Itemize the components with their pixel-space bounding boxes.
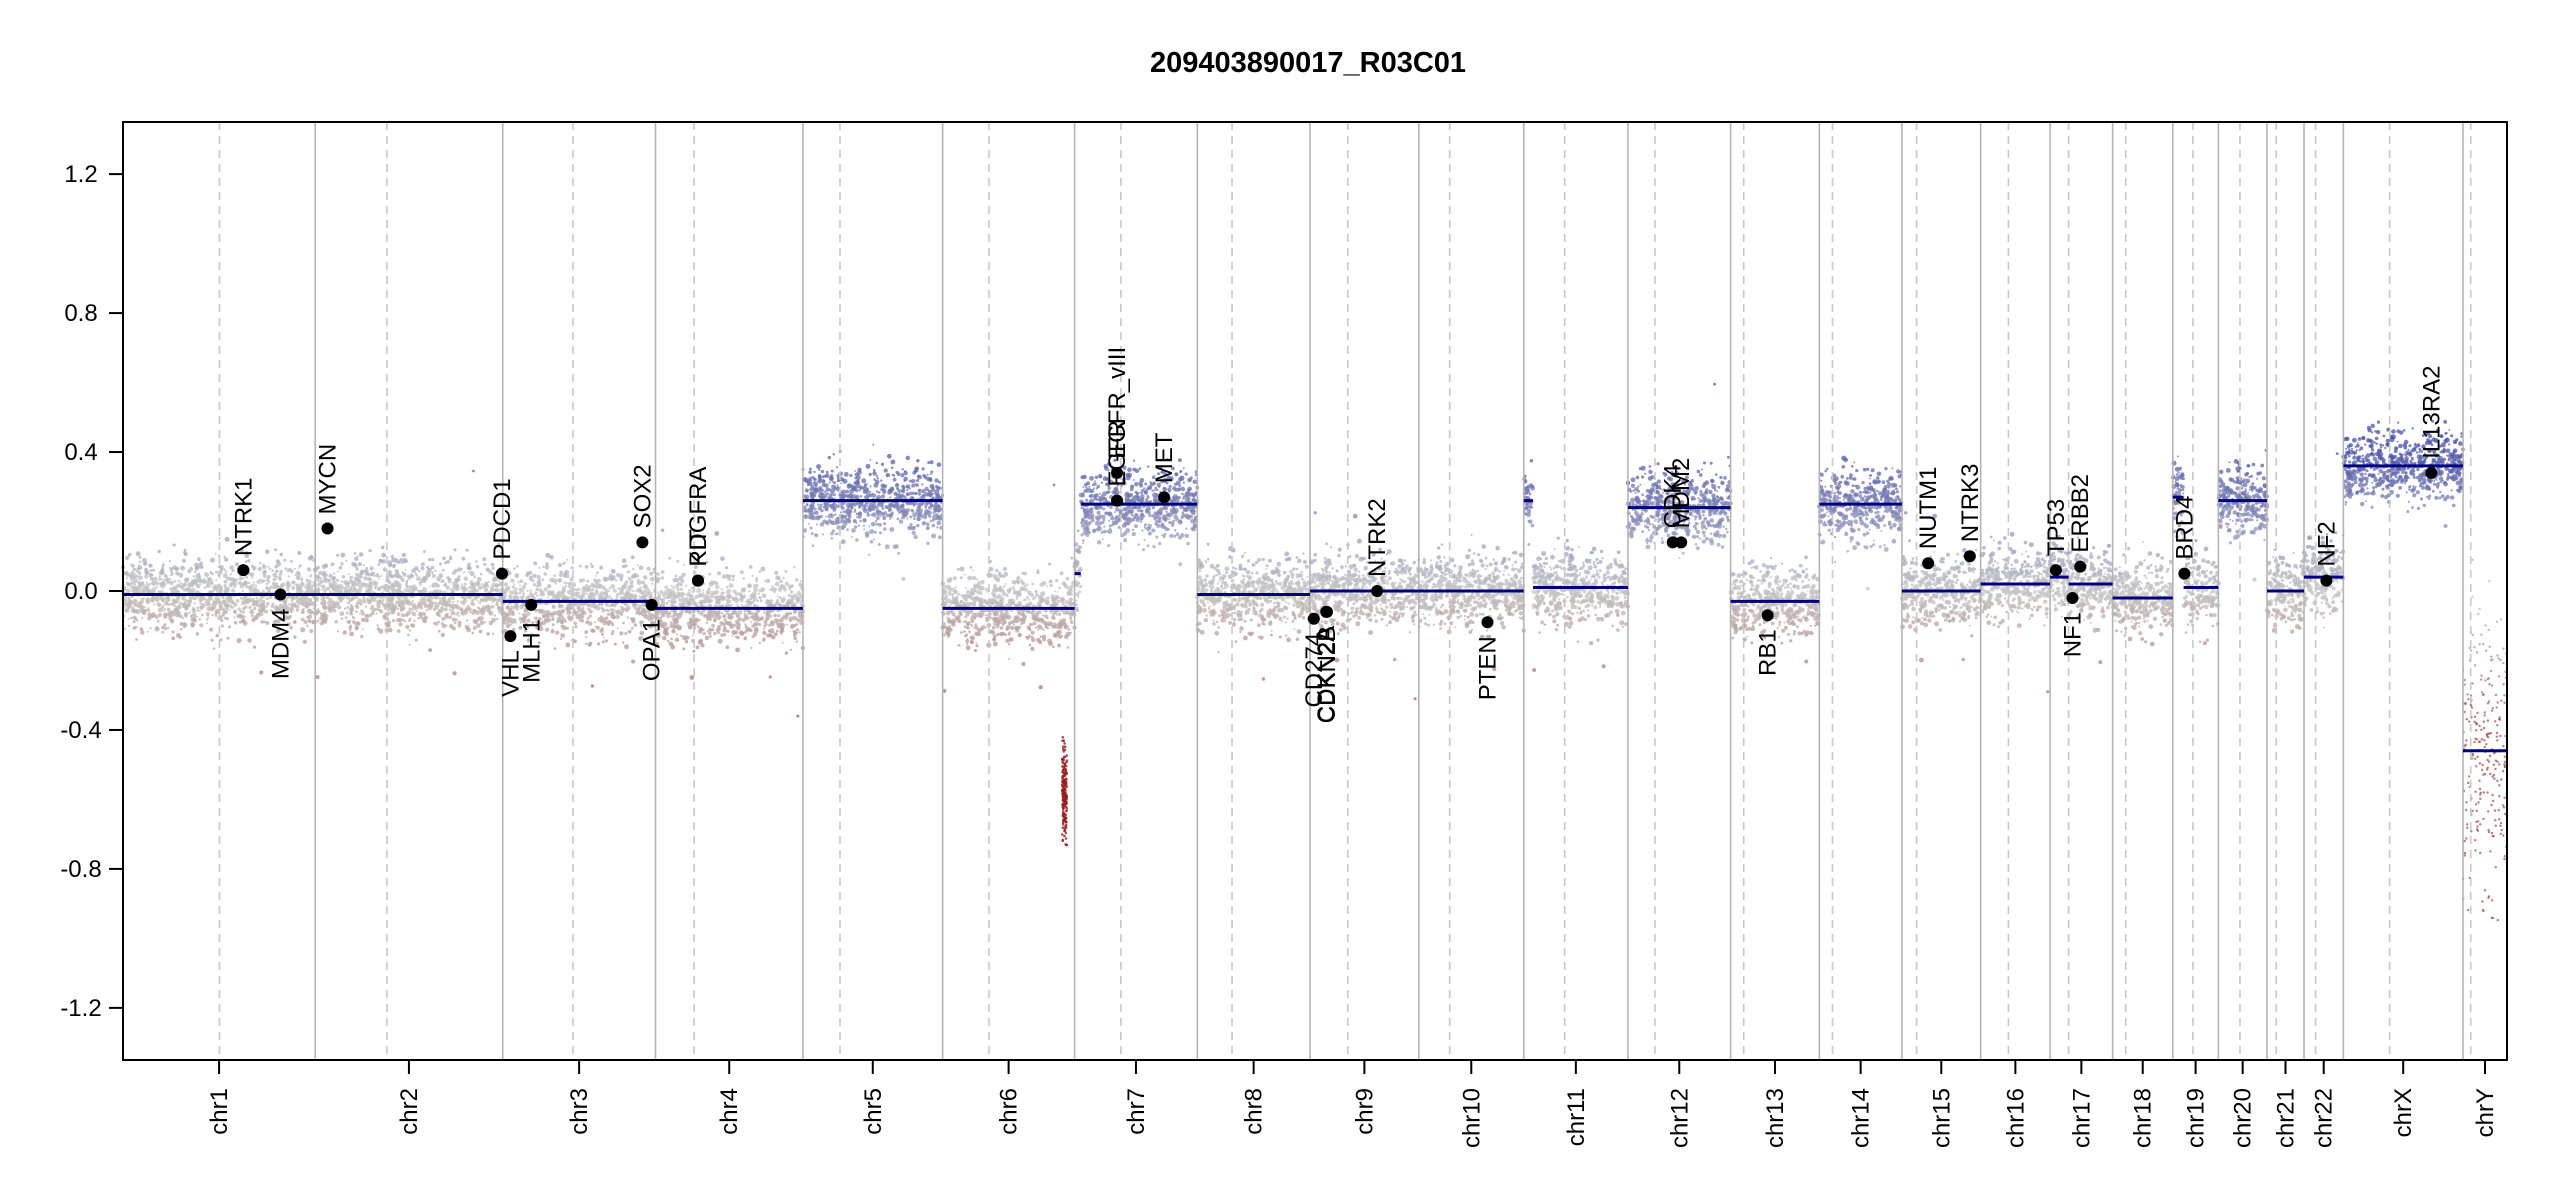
gene-label-NF1: NF1 (2059, 612, 2086, 657)
gene-point-IL13RA2 (2425, 466, 2438, 479)
gene-point-NTRK3 (1963, 550, 1976, 563)
gene-label-NUTM1: NUTM1 (1915, 467, 1942, 550)
gene-label-CDK4: CDK4 (1660, 464, 1687, 528)
chr-label-chr8: chr8 (1241, 1088, 1268, 1135)
chr-label-chr22: chr22 (2311, 1088, 2338, 1148)
gene-point-ERBB2 (2074, 560, 2087, 573)
y-tick-label: 0.4 (64, 439, 97, 466)
chr-label-chr7: chr7 (1123, 1088, 1150, 1135)
gene-label-MDM2: MDM2 (1668, 458, 1695, 529)
gene-label-OPA1: OPA1 (639, 619, 666, 681)
chr-label-chr4: chr4 (716, 1088, 743, 1135)
gene-label-MET: MET (1151, 432, 1178, 483)
gene-point-CDKN2B (1320, 605, 1333, 618)
chr-label-chr1: chr1 (206, 1088, 233, 1135)
gene-point-PTEN (1481, 616, 1494, 629)
chr-label-chr17: chr17 (2068, 1088, 2095, 1148)
gene-label-PTEN: PTEN (1474, 636, 1501, 700)
gene-point-KIT (691, 574, 704, 587)
chr-label-chr12: chr12 (1666, 1088, 1693, 1148)
gene-point-PDCD1 (495, 567, 508, 580)
axes: 1.2 0.8 0.4 0.0 -0.4 -0.8 -1.2 chr1 chr2 chr3 chr4… (60, 161, 2499, 1148)
gene-label-SOX2: SOX2 (629, 464, 656, 528)
gene-point-NTRK1 (237, 564, 250, 577)
gene-point-RB1 (1761, 609, 1774, 622)
gene-point-BRD4 (2178, 567, 2191, 580)
gene-point-SOX2 (636, 536, 649, 549)
gene-point-TP53 (2049, 564, 2062, 577)
chr-label-chr11: chr11 (1563, 1088, 1590, 1146)
gene-label-VHL: VHL (497, 650, 524, 697)
chromosome-boundaries (218, 122, 2472, 1060)
gene-label-NF2: NF2 (2313, 521, 2340, 566)
gene-label-CD274: CD274 (1301, 633, 1328, 708)
y-tick-label: -1.2 (60, 995, 101, 1022)
gene-point-MDM4 (274, 588, 287, 601)
chr-label-chr3: chr3 (566, 1088, 593, 1135)
chr-label-chr9: chr9 (1351, 1088, 1378, 1135)
gene-point-MYCN (321, 522, 334, 535)
gene-label-NTRK3: NTRK3 (1957, 464, 1984, 543)
gene-label-KIT: KIT (685, 529, 712, 567)
chr-label-chr6: chr6 (996, 1088, 1023, 1135)
gene-label-PDCD1: PDCD1 (489, 478, 516, 559)
chr-label-chr21: chr21 (2273, 1088, 2300, 1148)
chr-label-chr10: chr10 (1458, 1088, 1485, 1148)
segment-lines (123, 464, 2507, 753)
chart-title: 209403890017_R03C01 (1150, 47, 1466, 79)
gene-label-MDM4: MDM4 (267, 608, 294, 679)
chr-label-chr5: chr5 (860, 1088, 887, 1135)
gene-point-MLH1 (525, 598, 538, 611)
chr-label-chr14: chr14 (1848, 1088, 1875, 1148)
y-tick-label: -0.8 (60, 856, 101, 883)
y-tick-label: -0.4 (60, 717, 101, 744)
y-tick-label: 0.8 (64, 300, 97, 327)
gene-point-MET (1158, 491, 1171, 504)
gene-label-CDKN2B: CDKN2B (1314, 626, 1341, 723)
gene-point-OPA1 (645, 598, 658, 611)
chr-label-chr18: chr18 (2130, 1088, 2157, 1148)
chr-label-chrX: chrX (2390, 1088, 2417, 1137)
chr-label-chr16: chr16 (2002, 1088, 2029, 1148)
gene-label-IL13RA2: IL13RA2 (2418, 365, 2445, 458)
gene-label-RB1: RB1 (1755, 629, 1782, 676)
plot-frame (122, 121, 2508, 1061)
chr-label-chrY: chrY (2472, 1088, 2499, 1137)
y-tick-label: 1.2 (64, 161, 97, 188)
chr-label-chr15: chr15 (1928, 1088, 1955, 1148)
chr-label-chr19: chr19 (2183, 1088, 2210, 1148)
gene-point-CD274 (1307, 612, 1320, 625)
gene-label-MYCN: MYCN (315, 444, 342, 515)
y-tick-label: 0.0 (64, 578, 97, 605)
gene-point-NTRK2 (1371, 585, 1384, 597)
gene-point-MDM2 (1675, 536, 1688, 549)
gene-point-CDK4 (1666, 536, 1679, 549)
gene-point-NF1 (2066, 591, 2079, 604)
gene-point-VHL (504, 630, 517, 643)
gene-point-EGFR_vIII (1111, 466, 1124, 479)
gene-label-BRD4: BRD4 (2171, 496, 2198, 560)
gene-label-NTRK1: NTRK1 (230, 477, 257, 556)
gene-label-ERBB2: ERBB2 (2067, 474, 2094, 553)
gene-label-CDKN2A: CDKN2A (1313, 626, 1340, 723)
gene-label-NTRK2: NTRK2 (1364, 498, 1391, 577)
gene-label-PDGFRA: PDGFRA (685, 467, 712, 567)
gene-point-EGFR (1111, 494, 1124, 507)
chr-label-chr20: chr20 (2230, 1088, 2257, 1148)
chr-label-chr2: chr2 (396, 1088, 423, 1135)
gene-point-NUTM1 (1922, 557, 1935, 570)
chr-label-chr13: chr13 (1762, 1088, 1789, 1148)
gene-label-EGFR_vIII: EGFR_vIII (1104, 347, 1131, 459)
gene-point-NF2 (2320, 574, 2333, 587)
gene-label-MLH1: MLH1 (518, 619, 545, 683)
gene-label-TP53: TP53 (2043, 499, 2070, 556)
